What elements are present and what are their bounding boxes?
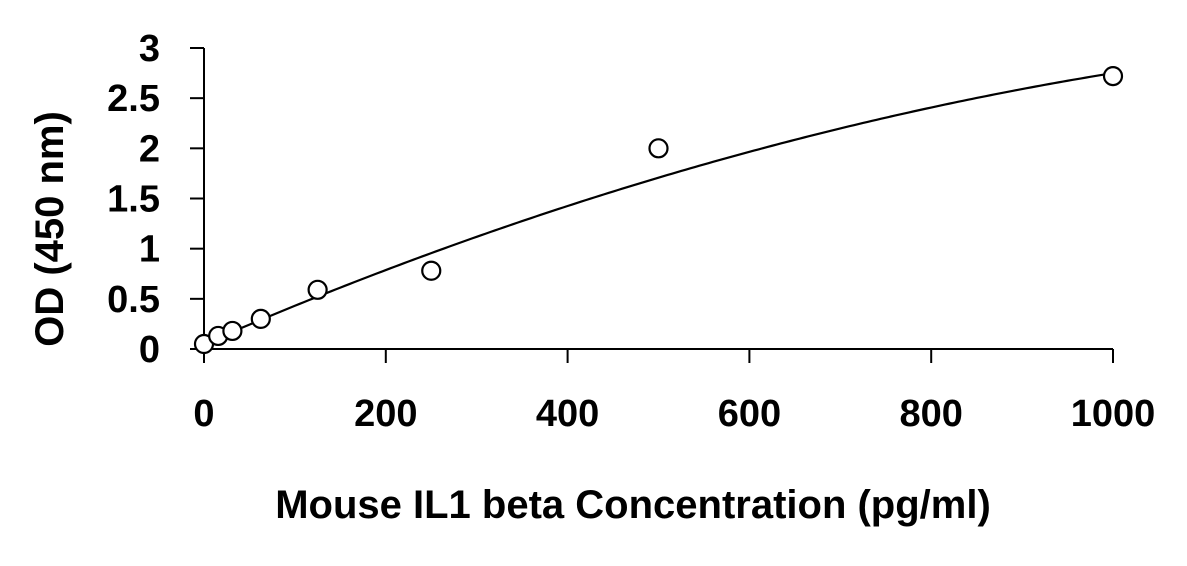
tick-marks [190, 47, 1114, 363]
x-axis-title: Mouse IL1 beta Concentration (pg/ml) [275, 483, 991, 527]
y-tick-label: 0 [139, 329, 160, 371]
data-points [193, 65, 1124, 355]
y-tick-label: 1.5 [107, 179, 160, 221]
x-tick-label: 1000 [1071, 393, 1156, 435]
data-point [1102, 65, 1124, 87]
data-point [222, 320, 243, 342]
y-tick-label: 3 [139, 28, 160, 70]
y-tick-label: 2 [139, 128, 160, 170]
data-point [250, 308, 271, 329]
data-point [307, 279, 328, 300]
x-tick-label: 800 [899, 393, 962, 435]
y-tick-label: 1 [139, 229, 160, 271]
x-tick-label: 400 [536, 393, 599, 435]
x-tick-label: 0 [193, 393, 214, 435]
fit-curve [203, 71, 1114, 345]
data-point [421, 260, 442, 281]
fit-curve-group [203, 71, 1114, 345]
y-tick-label: 2.5 [107, 78, 160, 120]
x-tick-label: 200 [354, 393, 417, 435]
y-tick-label: 0.5 [107, 279, 160, 321]
axes [203, 48, 1113, 350]
y-axis-title: OD (450 nm) [28, 111, 72, 347]
tick-labels: 0 0.5 1 1.5 2 2.5 3 0 200 400 600 800 1000 [107, 28, 1155, 435]
x-tick-label: 600 [718, 393, 781, 435]
data-point [648, 138, 669, 159]
